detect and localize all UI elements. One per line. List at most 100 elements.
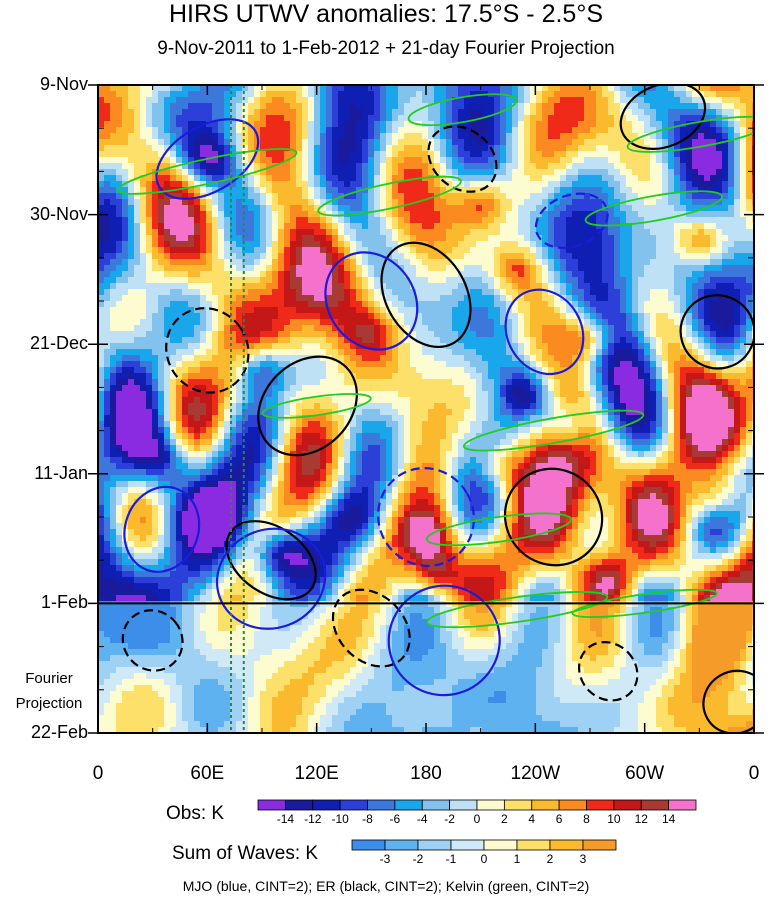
legend-color-box bbox=[450, 839, 485, 851]
legend-tick-label: -1 bbox=[445, 852, 457, 866]
er-contour bbox=[427, 125, 498, 193]
kelvin-contour bbox=[261, 393, 372, 419]
legend-tick-label: -10 bbox=[331, 812, 349, 826]
mjo-contour bbox=[215, 527, 327, 630]
legend-color-box bbox=[312, 799, 341, 811]
anomaly-heatmap bbox=[98, 85, 754, 733]
legend-tick-label: 0 bbox=[473, 812, 481, 826]
kelvin-contour bbox=[425, 512, 572, 547]
projection-label-line-1: Fourier bbox=[25, 670, 73, 687]
axes bbox=[88, 84, 764, 734]
legend-color-box bbox=[257, 799, 286, 811]
legend-tick-label: 2 bbox=[501, 812, 508, 826]
y-tick-label: 1-Feb bbox=[40, 592, 88, 613]
er-contour bbox=[257, 355, 358, 457]
legends bbox=[257, 799, 697, 851]
er-contour bbox=[165, 307, 250, 394]
legend-tick-label: 0 bbox=[480, 852, 488, 866]
legend-color-box bbox=[586, 799, 615, 811]
legend-color-box bbox=[367, 799, 396, 811]
legend-tick-label: 8 bbox=[583, 812, 590, 826]
kelvin-contour bbox=[117, 148, 298, 195]
kelvin-contour bbox=[407, 93, 518, 127]
y-tick-label: 21-Dec bbox=[29, 333, 88, 354]
legend-color-box bbox=[483, 839, 518, 851]
legend-color-box bbox=[284, 799, 314, 811]
mjo-contour bbox=[504, 288, 585, 376]
legend-color-box bbox=[417, 839, 452, 851]
er-contour bbox=[503, 467, 604, 567]
legend-color-box bbox=[394, 799, 423, 811]
legend-tick-label: 4 bbox=[528, 812, 536, 826]
legend-tick-label: -4 bbox=[416, 812, 428, 826]
kelvin-contour bbox=[317, 175, 462, 217]
legend-tick-label: -8 bbox=[362, 812, 373, 826]
mjo-contour bbox=[377, 467, 475, 567]
chart-title: HIRS UTWV anomalies: 17.5°S - 2.5°S bbox=[168, 0, 604, 28]
legend-tick-label: 14 bbox=[661, 812, 676, 826]
mjo-contour bbox=[324, 251, 419, 351]
legend-tick-label: 2 bbox=[546, 852, 554, 866]
y-tick-label: 9-Nov bbox=[39, 74, 88, 94]
plot-area bbox=[98, 85, 754, 733]
legend-tick-label: -6 bbox=[389, 812, 401, 826]
x-tick-label: 60E bbox=[190, 763, 225, 784]
mjo-contour bbox=[123, 485, 201, 573]
x-tick-label: 60W bbox=[625, 763, 665, 784]
y-tick-label: 30-Nov bbox=[29, 203, 88, 224]
legend-color-box bbox=[549, 839, 584, 851]
legend-tick-label: -14 bbox=[276, 812, 295, 826]
kelvin-contour bbox=[462, 409, 645, 452]
legend-tick-label: 6 bbox=[555, 812, 563, 826]
wave-contour-note: MJO (blue, CINT=2); ER (black, CINT=2); … bbox=[182, 878, 590, 894]
legend-color-box bbox=[449, 799, 478, 811]
kelvin-contour bbox=[626, 115, 754, 153]
er-contour bbox=[679, 294, 754, 370]
legend-color-box bbox=[516, 839, 551, 851]
legend-color-box bbox=[351, 839, 386, 851]
legend-tick-label: 12 bbox=[634, 812, 648, 826]
legend-tick-label: 3 bbox=[579, 852, 587, 866]
legend-tick-label: -12 bbox=[304, 812, 322, 826]
legend-tick-label: -2 bbox=[444, 812, 455, 826]
er-contour bbox=[619, 85, 707, 150]
legend-color-box bbox=[668, 799, 697, 811]
x-tick-label: 120W bbox=[510, 763, 561, 784]
obs-legend-title: Obs: K bbox=[166, 803, 225, 824]
wave-contours bbox=[117, 85, 754, 733]
legend-color-box bbox=[582, 839, 617, 851]
er-contour bbox=[331, 588, 411, 668]
er-contour bbox=[577, 641, 639, 702]
mjo-contour bbox=[387, 584, 501, 697]
legend-color-box bbox=[503, 799, 533, 811]
legend-color-box bbox=[384, 839, 419, 851]
x-tick-label: 120E bbox=[294, 763, 339, 784]
legend-color-box bbox=[421, 799, 451, 811]
reference-longitude-lines bbox=[230, 85, 245, 733]
legend-color-box bbox=[640, 799, 670, 811]
legend-tick-label: -2 bbox=[412, 852, 424, 866]
x-tick-label: 0 bbox=[748, 763, 760, 784]
legend-tick-label: -3 bbox=[379, 852, 391, 866]
kelvin-contour bbox=[584, 190, 723, 227]
er-contour bbox=[702, 669, 754, 733]
y-tick-label: 22-Feb bbox=[30, 722, 88, 742]
chart-subtitle: 9-Nov-2011 to 1-Feb-2012 + 21-day Fourie… bbox=[157, 38, 615, 59]
legend-color-box bbox=[613, 799, 642, 811]
legend-color-box bbox=[558, 799, 587, 811]
er-contour bbox=[380, 241, 472, 349]
waves-legend-title: Sum of Waves: K bbox=[172, 843, 319, 864]
legend-color-box bbox=[339, 799, 368, 811]
kelvin-contour bbox=[425, 591, 609, 629]
er-contour bbox=[121, 609, 184, 672]
legend-color-box bbox=[531, 799, 560, 811]
legend-color-box bbox=[476, 799, 505, 811]
y-tick-label: 11-Jan bbox=[34, 462, 88, 483]
kelvin-contour bbox=[571, 588, 718, 618]
legend-tick-label: 10 bbox=[607, 812, 621, 826]
legend-tick-label: 1 bbox=[513, 852, 521, 866]
x-tick-label: 180 bbox=[410, 763, 442, 784]
x-tick-label: 0 bbox=[92, 763, 104, 784]
mjo-contour bbox=[155, 118, 260, 200]
